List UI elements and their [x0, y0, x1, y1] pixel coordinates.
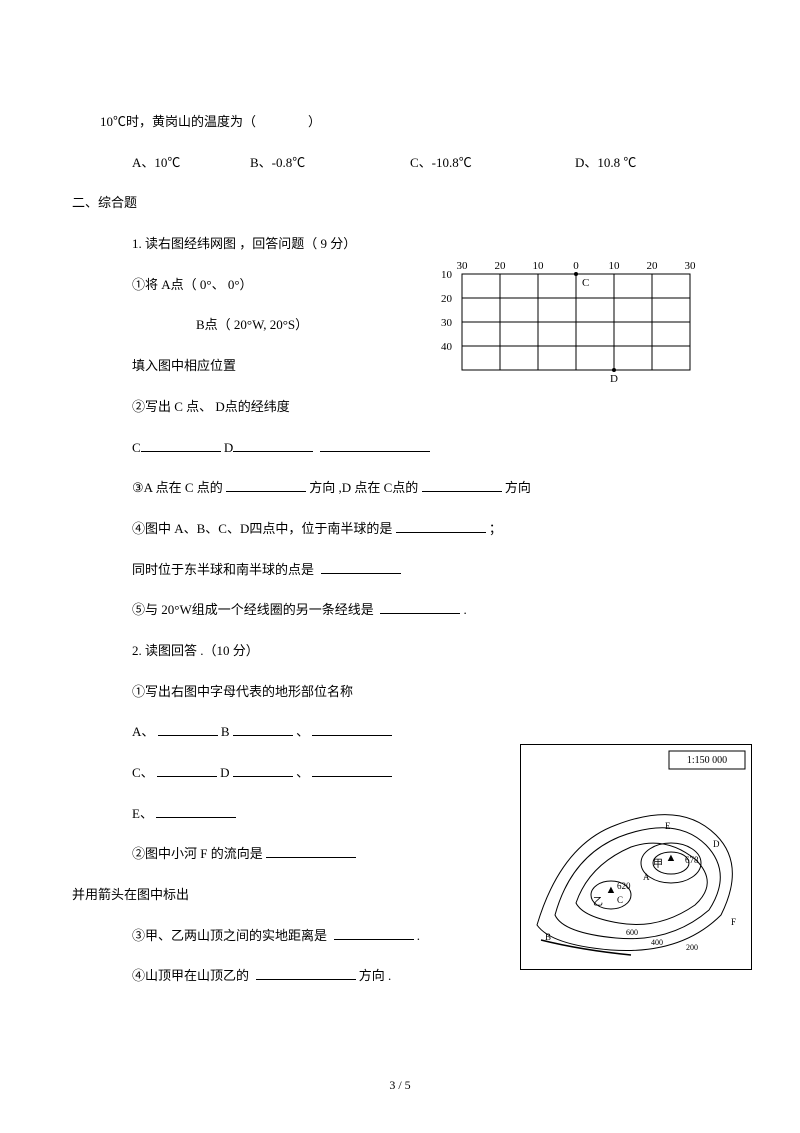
opt-a: A、10℃ [100, 151, 250, 176]
latlon-grid-figure: 30 20 10 0 10 20 30 10 20 30 40 C D [432, 258, 704, 386]
label-big-d: D [220, 765, 229, 780]
blank-d2[interactable] [312, 763, 392, 777]
comma-2: 、 [296, 765, 309, 780]
blank-extra[interactable] [320, 437, 430, 451]
prev-q-options: A、10℃ B、-0.8℃ C、-10.8℃ D、10.8 ℃ [100, 151, 700, 176]
ylab-2: 30 [441, 317, 453, 329]
q2-p3a: ③甲、乙两山顶之间的实地距离是 [132, 928, 327, 943]
q1-p4: ④图中 A、B、C、D四点中，位于南半球的是 ； [100, 517, 700, 542]
lbl-a: A [643, 872, 650, 882]
ylab-1: 20 [441, 293, 453, 305]
point-c: C [582, 277, 589, 289]
label-big-b: B [221, 724, 230, 739]
blank-b2[interactable] [312, 722, 392, 736]
blank-e[interactable] [156, 803, 236, 817]
blank-b[interactable] [233, 722, 293, 736]
label-big-c: C、 [132, 765, 154, 780]
elev-400: 400 [651, 938, 663, 947]
label-d: D [224, 440, 233, 455]
q2-p4b: 方向 . [359, 968, 392, 983]
q1-p4c-text: 同时位于东半球和南半球的点是 [132, 562, 314, 577]
xlab-3: 0 [573, 260, 579, 272]
blank-p3-1[interactable] [226, 478, 306, 492]
scale-label: 1:150 000 [687, 755, 727, 766]
blank-a[interactable] [158, 722, 218, 736]
blank-p5[interactable] [380, 600, 460, 614]
q1-p4b: ； [489, 521, 502, 536]
xlab-4: 10 [609, 260, 621, 272]
comma-1: 、 [296, 724, 309, 739]
ylab-0: 10 [441, 269, 453, 281]
label-c: C [132, 440, 141, 455]
opt-b: B、-0.8℃ [250, 151, 410, 176]
q1-p4c: 同时位于东半球和南半球的点是 [100, 558, 700, 583]
xlab-1: 20 [495, 260, 507, 272]
lbl-e: E [665, 821, 671, 831]
blank-cc[interactable] [157, 763, 217, 777]
blank-flow[interactable] [266, 844, 356, 858]
q1-stem: 1. 读右图经纬网图 ，回答问题（ 9 分） [100, 232, 700, 257]
q1-p2: ②写出 C 点、 D点的经纬度 [100, 395, 700, 420]
q1-p5: ⑤与 20°W组成一个经线圈的另一条经线是 . [100, 598, 700, 623]
contour-map-figure: 1:150 000 ▲ 678 甲 ▲ 620 乙 A B C D E F 60… [520, 744, 752, 970]
elev-200: 200 [686, 943, 698, 952]
blank-p4-1[interactable] [396, 519, 486, 533]
peak1-val: 678 [685, 855, 699, 865]
lbl-c: C [617, 895, 623, 905]
ylab-3: 40 [441, 341, 453, 353]
q2-p1: ①写出右图中字母代表的地形部位名称 [100, 680, 700, 705]
blank-c[interactable] [141, 437, 221, 451]
label-big-e: E、 [132, 806, 153, 821]
blank-dir[interactable] [256, 966, 356, 980]
blank-dd[interactable] [233, 763, 293, 777]
peak1-name: 甲 [653, 859, 663, 870]
q2-lineAB: A、 B 、 [100, 720, 700, 745]
peak2-val: 620 [617, 881, 631, 891]
q1-p2-fill: C D [100, 436, 700, 461]
q1-p3: ③A 点在 C 点的 方向 ,D 点在 C点的 方向 [100, 476, 700, 501]
blank-p4-2[interactable] [321, 559, 401, 573]
opt-d: D、10.8 ℃ [575, 151, 636, 176]
point-d: D [610, 373, 618, 382]
q2-p4a: ④山顶甲在山顶乙的 [132, 968, 249, 983]
q2-stem: 2. 读图回答 .（10 分） [100, 639, 700, 664]
label-big-a: A、 [132, 724, 154, 739]
peak2-name: 乙 [593, 896, 603, 908]
section-2-title: 二、综合题 [72, 191, 700, 216]
blank-p3-2[interactable] [422, 478, 502, 492]
q1-p3b: 方向 ,D 点在 C点的 [309, 480, 418, 495]
xlab-6: 30 [685, 260, 697, 272]
q2-p2a: ②图中小河 F 的流向是 [132, 846, 263, 861]
peak1-mark: ▲ [666, 852, 677, 864]
q1-p5b: . [463, 602, 466, 617]
elev-600: 600 [626, 928, 638, 937]
lbl-f: F [731, 917, 736, 927]
xlab-5: 20 [647, 260, 659, 272]
q1-p3c: 方向 [505, 480, 531, 495]
q1-p4a: ④图中 A、B、C、D四点中，位于南半球的是 [132, 521, 392, 536]
q1-p5a: ⑤与 20°W组成一个经线圈的另一条经线是 [132, 602, 374, 617]
xlab-2: 10 [533, 260, 545, 272]
lbl-d: D [713, 839, 720, 849]
blank-dist[interactable] [334, 925, 414, 939]
opt-c: C、-10.8℃ [410, 151, 575, 176]
prev-q-stem: 10℃时，黄岗山的温度为（ ） [100, 110, 700, 135]
q2-p3b: . [417, 928, 420, 943]
q1-p3a: ③A 点在 C 点的 [132, 480, 223, 495]
blank-d[interactable] [233, 437, 313, 451]
peak2-mark: ▲ [606, 884, 617, 896]
xlab-0: 30 [457, 260, 469, 272]
page-footer: 3 / 5 [0, 1078, 800, 1093]
